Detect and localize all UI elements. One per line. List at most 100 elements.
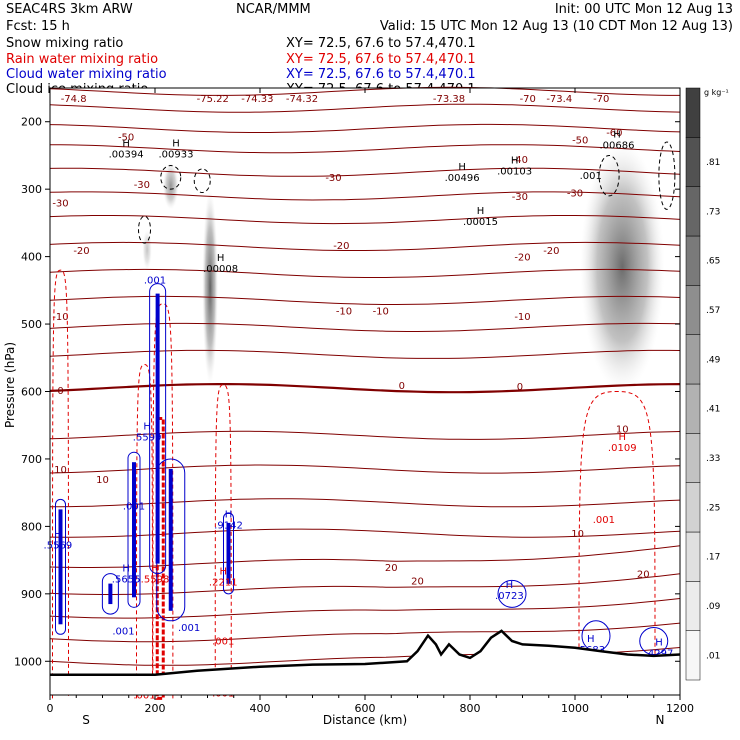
colorbar-tick-10: .81 [706, 158, 720, 168]
colorbar-tick-2: .17 [706, 553, 720, 563]
isotherm-label-13: -20 [514, 253, 530, 264]
colorbar-segment-0 [685, 630, 701, 681]
cloudwater-core-5 [168, 468, 173, 611]
isotherm-0-9 [49, 383, 681, 394]
cloudice-contour-2 [138, 215, 151, 244]
isotherm-top-label-0: -74.8 [61, 94, 87, 105]
cloudice-max-h-4: H [511, 155, 519, 166]
isotherm-label-8: -10 [373, 307, 389, 318]
isotherm--5-10 [49, 349, 681, 359]
snow-shade-2 [580, 141, 665, 392]
colorbar-segment-6 [685, 334, 701, 385]
cloudwater-core-1 [132, 462, 136, 598]
isotherm-label-17: -30 [567, 189, 583, 200]
colorbar-tick-7: .57 [706, 306, 720, 316]
field-snow-xy: XY= 72.5, 67.6 to 57.4,470.1 [286, 36, 476, 51]
colorbar-tick-8: .65 [706, 257, 720, 267]
cloudwater-core-3 [58, 509, 63, 625]
y-tick-label-0: 200 [21, 116, 42, 129]
cloudwater-contour-0 [149, 283, 167, 575]
isotherm-10-6 [50, 498, 681, 508]
cloudice-max-value-5: .00686 [600, 141, 635, 152]
cloudwater-max-value-0: .5599 [133, 433, 162, 444]
cloudwater-max-h-5: H [655, 638, 663, 649]
field-rain-name: Rain water mixing ratio [6, 52, 158, 67]
x-tick-label-0: 0 [47, 702, 54, 715]
header-fcst: Fcst: 15 h [6, 19, 70, 34]
rain-contour-0 [52, 269, 69, 699]
isotherm-label-7: -10 [336, 307, 352, 318]
cloudwater-max-h-6: H [54, 530, 62, 541]
colorbar-tick-4: .33 [706, 454, 720, 464]
cloudwater-contour-label-1: .001 [123, 502, 145, 513]
colorbar-tick-5: .41 [706, 405, 720, 415]
cloudwater-low-2 [639, 627, 669, 656]
colorbar-segment-1 [685, 581, 701, 631]
isotherm-top-label-3: -74.32 [286, 94, 318, 105]
terrain-line [50, 629, 681, 677]
isotherm--40-18 [50, 144, 681, 154]
rain-max-value-2: .0109 [608, 443, 637, 454]
isotherm-label-15: -70 [593, 94, 609, 105]
cloudwater-contour-5 [156, 458, 186, 622]
colorbar-segment-4 [685, 433, 701, 483]
header-valid: Valid: 15 UTC Mon 12 Aug 13 (10 CDT Mon … [380, 19, 733, 34]
cloudice-max-h-2: H [217, 253, 225, 264]
x-tick-label-4: 800 [460, 702, 481, 715]
header-org: NCAR/MMM [236, 2, 311, 17]
y-tick-label-3: 500 [21, 318, 42, 331]
cloudwater-contour-3 [55, 498, 66, 635]
isotherm-label-10: 0 [517, 382, 523, 393]
rain-max-value-1: .2211 [209, 578, 238, 589]
cloudice-contour-label-0: .001 [580, 171, 602, 182]
y-tick-label-2: 400 [21, 251, 42, 264]
header-init: Init: 00 UTC Mon 12 Aug 13 [555, 2, 733, 17]
rain-max-h-0: H [151, 563, 159, 574]
colorbar-segment-5 [685, 383, 701, 434]
rain-contour-2 [152, 303, 174, 699]
terrain-fill [50, 630, 680, 695]
isotherm-top-label-6: -73.4 [546, 94, 572, 105]
isotherm--15-13 [49, 268, 681, 278]
cloudice-max-h-1: H [172, 138, 180, 149]
y-axis-label: Pressure (hPa) [3, 342, 17, 428]
end-label-left: S [82, 713, 90, 727]
rain-contour-label-3: .001 [133, 690, 155, 701]
cloudwater-max-value-1: .5655 [112, 574, 141, 585]
cloudice-max-h-5: H [613, 130, 621, 141]
isotherm-label-18: -20 [543, 246, 559, 257]
colorbar-tick-9: .73 [706, 207, 720, 217]
cloudwater-contour-label-0: .001 [144, 276, 166, 287]
colorbar-segment-3 [685, 482, 701, 533]
isotherm-5-8 [49, 430, 681, 440]
isotherm-label-22: 20 [411, 576, 424, 587]
isotherm-20-3 [49, 573, 681, 595]
field-snow-name: Snow mixing ratio [6, 36, 123, 51]
rain-contour-3 [214, 384, 232, 689]
x-axis-label: Distance (km) [323, 713, 407, 727]
isotherm--10-12 [49, 295, 681, 305]
rain-contour-4 [578, 390, 656, 655]
cloudice-max-value-0: .00394 [109, 149, 144, 160]
colorbar-segment-2 [685, 531, 701, 582]
isotherm-label-3: 10 [54, 465, 67, 476]
cloudwater-contour-label-3: .001 [178, 623, 200, 634]
isotherm-label-12: -30 [512, 192, 528, 203]
colorbar-tick-6: .49 [706, 355, 721, 365]
y-tick-label-1: 300 [21, 183, 42, 196]
rain-contour-label-0: .001 [593, 515, 615, 526]
rain-max-h-1: H [219, 567, 227, 578]
cloudwater-core-4 [108, 583, 113, 605]
isotherm--30-16 [49, 191, 681, 201]
colorbar-segment-10 [685, 137, 701, 187]
cloudwater-max-h-1: H [122, 563, 130, 574]
colorbar-segment-9 [685, 186, 701, 237]
cloudice-max-value-4: .00103 [497, 166, 532, 177]
cloudice-max-h-6: H [477, 206, 485, 217]
isotherm-30-0 [49, 647, 681, 666]
field-cloudwater-name: Cloud water mixing ratio [6, 67, 167, 82]
isotherm-label-24: -30 [134, 180, 150, 191]
x-tick-label-2: 400 [250, 702, 271, 715]
cloudwater-core-0 [155, 293, 160, 564]
cloudice-contour-3 [598, 154, 620, 197]
